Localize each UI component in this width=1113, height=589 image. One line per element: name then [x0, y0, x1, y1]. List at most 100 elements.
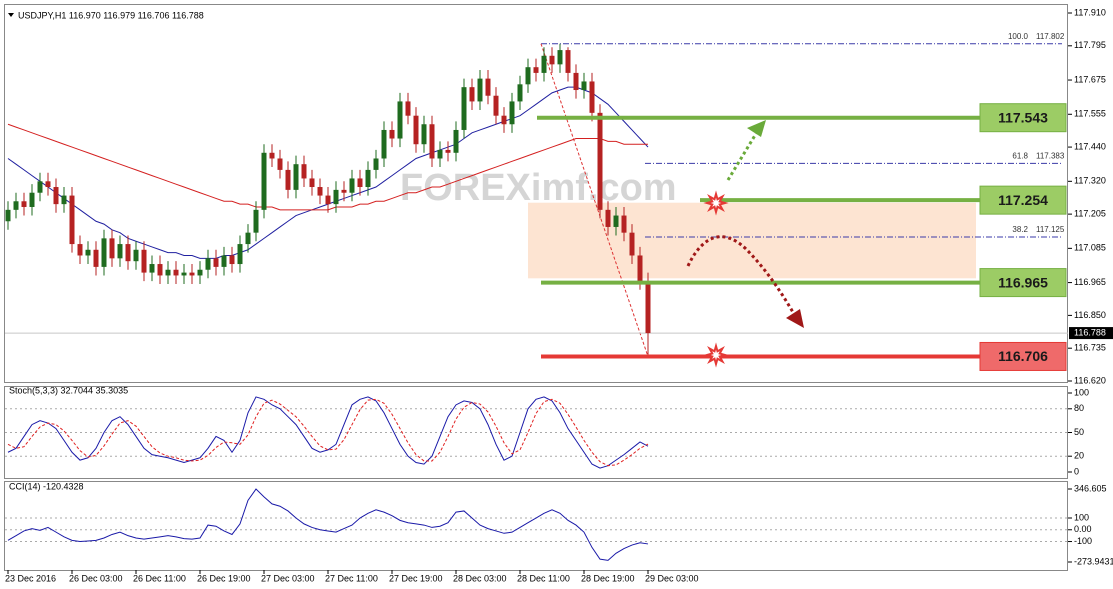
- fibo-price: 117.802: [1036, 32, 1065, 41]
- x-tick-label: 28 Dec 11:00: [517, 573, 570, 583]
- y-tick-label: 117.440: [1074, 141, 1106, 151]
- candle-body: [5, 209, 11, 222]
- y-tick-label: 100: [1074, 387, 1089, 397]
- y-tick-label: 117.910: [1074, 7, 1106, 17]
- candle-body: [445, 149, 451, 153]
- x-tick-label: 28 Dec 19:00: [581, 573, 635, 583]
- candle-body: [101, 238, 107, 267]
- candle-body: [205, 258, 211, 270]
- x-tick-label: 29 Dec 03:00: [645, 573, 699, 583]
- indicator-title: Stoch(5,3,3) 32.7044 35.3035: [9, 385, 128, 395]
- candle-body: [77, 244, 83, 256]
- candle-body: [533, 67, 539, 73]
- level-label: 117.254: [998, 192, 1048, 208]
- indicator-title: CCI(14) -120.4328: [9, 481, 84, 491]
- candle-body: [21, 201, 27, 207]
- candle-body: [301, 164, 307, 179]
- candle-body: [493, 95, 499, 116]
- fibo-level: 100.0: [1008, 32, 1029, 41]
- level-label: 117.543: [998, 109, 1048, 125]
- indicator-line: [7, 396, 649, 469]
- candle-body: [261, 152, 267, 210]
- starburst: [703, 190, 729, 216]
- candle-body: [29, 192, 35, 207]
- candle-body: [517, 84, 523, 102]
- candle-body: [469, 87, 475, 102]
- level-box: [979, 103, 1067, 133]
- candle-body: [285, 169, 291, 190]
- x-tick-label: 28 Dec 03:00: [453, 573, 507, 583]
- candle-body: [389, 129, 395, 139]
- candle-body: [421, 124, 427, 145]
- candle-body: [597, 112, 603, 210]
- arrow-down: [686, 235, 796, 315]
- stoch-pane: [4, 386, 1068, 479]
- y-tick-label: 346.605: [1074, 483, 1107, 493]
- y-tick-label: 20: [1074, 451, 1084, 461]
- price-pane: [4, 4, 1068, 383]
- fibo-price: 117.383: [1036, 151, 1065, 160]
- candle-body: [189, 272, 195, 276]
- candle-body: [173, 269, 179, 276]
- cci-pane: [4, 481, 1068, 571]
- indicator-line: [7, 488, 649, 561]
- level-box: [979, 185, 1067, 215]
- candle-body: [277, 158, 283, 170]
- candle-body: [109, 238, 115, 259]
- candle-body: [133, 249, 139, 262]
- y-tick-label: 0.00: [1074, 524, 1092, 534]
- candle-body: [461, 87, 467, 130]
- level-label: 116.706: [998, 348, 1048, 364]
- candle-body: [573, 72, 579, 91]
- candle-body: [229, 255, 235, 265]
- candle-body: [557, 50, 563, 65]
- candle-body: [45, 181, 51, 188]
- candle-body: [589, 81, 595, 113]
- candle-body: [509, 101, 515, 125]
- candle-body: [181, 272, 187, 276]
- y-tick-label: -273.9431: [1074, 556, 1113, 566]
- level-box: [979, 341, 1067, 371]
- arrow-up-head: [747, 120, 766, 137]
- candle-body: [325, 195, 331, 205]
- candle-body: [245, 232, 251, 245]
- candle-body: [125, 244, 131, 262]
- candle-body: [165, 269, 171, 276]
- candle-body: [149, 264, 155, 273]
- candle-body: [349, 178, 355, 193]
- candle-body: [565, 50, 571, 73]
- candle-body: [141, 249, 147, 273]
- y-tick-label: 117.795: [1074, 40, 1106, 50]
- y-tick-label: -100: [1074, 536, 1092, 546]
- last-price-label: 116.788: [1074, 327, 1106, 337]
- candle-body: [413, 115, 419, 145]
- candle-body: [317, 187, 323, 196]
- candle-body: [605, 209, 611, 227]
- candle-body: [373, 158, 379, 170]
- y-tick-label: 117.675: [1074, 74, 1106, 84]
- candle-body: [253, 209, 259, 233]
- zone: [528, 202, 976, 279]
- candle-body: [157, 264, 163, 276]
- candle-body: [333, 189, 339, 205]
- y-tick-label: 50: [1074, 427, 1084, 437]
- candle-body: [485, 78, 491, 96]
- header-icon: [8, 13, 14, 17]
- fibo-level: 61.8: [1012, 151, 1028, 160]
- x-tick-label: 27 Dec 11:00: [325, 573, 378, 583]
- fibo-level: 38.2: [1012, 225, 1028, 234]
- level-label: 116.965: [998, 274, 1048, 290]
- candle-body: [117, 244, 123, 259]
- y-tick-label: 117.085: [1074, 243, 1106, 253]
- candle-body: [309, 178, 315, 188]
- candle-body: [405, 101, 411, 116]
- candle-body: [621, 215, 627, 233]
- candle-body: [637, 255, 643, 282]
- candle-body: [53, 187, 59, 205]
- y-tick-label: 117.555: [1074, 109, 1106, 119]
- y-tick-label: 116.965: [1074, 277, 1106, 287]
- arrow-down-head: [786, 309, 804, 328]
- candle-body: [365, 169, 371, 188]
